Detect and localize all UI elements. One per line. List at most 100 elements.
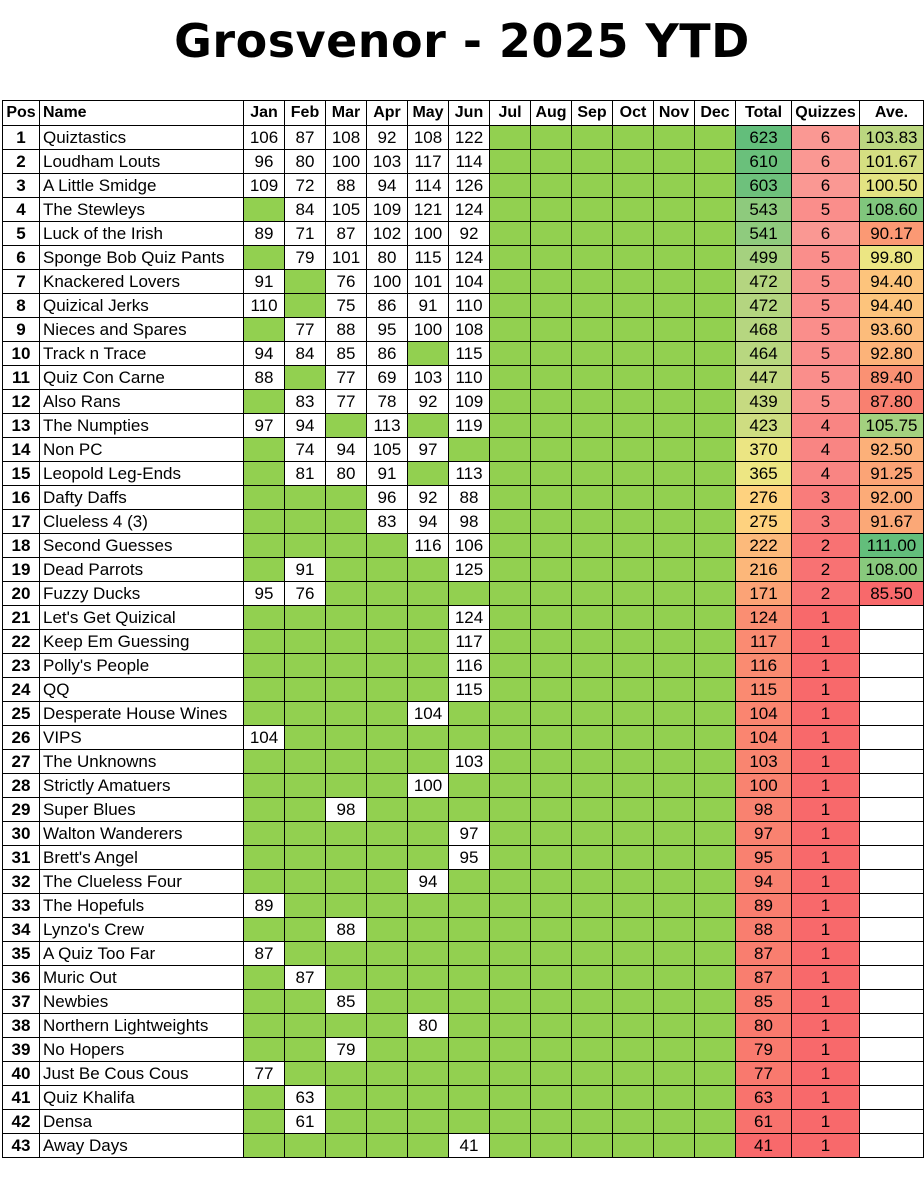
table-row: 6 Sponge Bob Quiz Pants 79 101 80 115 124 499 5 9…	[2, 245, 924, 270]
score-may	[407, 629, 449, 654]
average-cell	[859, 845, 924, 870]
quizzes-cell: 1	[791, 701, 860, 726]
score-nov	[653, 317, 695, 342]
pos-cell: 24	[2, 677, 40, 702]
score-feb: 87	[284, 965, 326, 990]
score-jun	[448, 1013, 490, 1038]
quizzes-cell: 5	[791, 365, 860, 390]
quizzes-cell: 2	[791, 557, 860, 582]
total-cell: 77	[735, 1061, 792, 1086]
total-cell: 79	[735, 1037, 792, 1062]
score-nov	[653, 893, 695, 918]
average-cell	[859, 893, 924, 918]
score-may	[407, 413, 449, 438]
score-jan: 91	[243, 269, 285, 294]
average-cell	[859, 1061, 924, 1086]
score-may: 94	[407, 869, 449, 894]
team-name: Brett's Angel	[39, 845, 244, 870]
score-may: 100	[407, 221, 449, 246]
team-name: Strictly Amatuers	[39, 773, 244, 798]
score-jan	[243, 437, 285, 462]
table-row: 38 Northern Lightweights 80 80 1	[2, 1013, 924, 1038]
score-jan	[243, 821, 285, 846]
score-jan	[243, 245, 285, 270]
pos-cell: 28	[2, 773, 40, 798]
quizzes-cell: 3	[791, 509, 860, 534]
score-nov	[653, 941, 695, 966]
average-cell: 89.40	[859, 365, 924, 390]
score-jan	[243, 701, 285, 726]
score-may: 104	[407, 701, 449, 726]
score-jun	[448, 893, 490, 918]
score-aug	[530, 269, 572, 294]
score-dec	[694, 653, 736, 678]
score-may	[407, 821, 449, 846]
team-name: Away Days	[39, 1133, 244, 1158]
table-row: 7 Knackered Lovers 91 76 100 101 104 472 5 94.40	[2, 269, 924, 294]
total-cell: 275	[735, 509, 792, 534]
score-jan: 97	[243, 413, 285, 438]
score-nov	[653, 701, 695, 726]
score-aug	[530, 893, 572, 918]
score-jan	[243, 557, 285, 582]
team-name: Loudham Louts	[39, 149, 244, 174]
score-jun: 98	[448, 509, 490, 534]
header-apr: Apr	[366, 100, 408, 126]
score-may	[407, 965, 449, 990]
score-jan	[243, 317, 285, 342]
score-nov	[653, 389, 695, 414]
quizzes-cell: 5	[791, 269, 860, 294]
score-nov	[653, 653, 695, 678]
score-jan	[243, 1013, 285, 1038]
quizzes-cell: 1	[791, 797, 860, 822]
score-feb: 72	[284, 173, 326, 198]
league-table: Pos Name Jan Feb Mar Apr May Jun Jul Aug Sep Oct Nov…	[2, 100, 924, 1158]
score-nov	[653, 1037, 695, 1062]
team-name: The Hopefuls	[39, 893, 244, 918]
pos-cell: 8	[2, 293, 40, 318]
table-row: 41 Quiz Khalifa 63 63 1	[2, 1085, 924, 1110]
score-dec	[694, 437, 736, 462]
score-feb: 63	[284, 1085, 326, 1110]
score-may	[407, 917, 449, 942]
team-name: Second Guesses	[39, 533, 244, 558]
score-mar	[325, 941, 367, 966]
table-row: 9 Nieces and Spares 77 88 95 100 108 468 5 93.60	[2, 317, 924, 342]
score-may: 115	[407, 245, 449, 270]
score-jul	[489, 485, 531, 510]
score-oct	[612, 149, 654, 174]
score-feb: 84	[284, 341, 326, 366]
score-nov	[653, 341, 695, 366]
score-dec	[694, 125, 736, 150]
score-dec	[694, 1037, 736, 1062]
total-cell: 499	[735, 245, 792, 270]
table-row: 15 Leopold Leg-Ends 81 80 91 113 365 4 91.25	[2, 461, 924, 486]
header-aug: Aug	[530, 100, 572, 126]
header-feb: Feb	[284, 100, 326, 126]
score-aug	[530, 557, 572, 582]
quizzes-cell: 1	[791, 605, 860, 630]
score-feb	[284, 845, 326, 870]
score-nov	[653, 581, 695, 606]
score-mar	[325, 629, 367, 654]
score-may: 117	[407, 149, 449, 174]
score-jun	[448, 917, 490, 942]
score-feb	[284, 821, 326, 846]
quizzes-cell: 6	[791, 149, 860, 174]
score-apr	[366, 989, 408, 1014]
quizzes-cell: 5	[791, 293, 860, 318]
score-oct	[612, 989, 654, 1014]
pos-cell: 41	[2, 1085, 40, 1110]
table-row: 19 Dead Parrots 91 125 216 2 108.00	[2, 557, 924, 582]
score-oct	[612, 485, 654, 510]
average-cell	[859, 701, 924, 726]
score-feb	[284, 725, 326, 750]
score-jun: 106	[448, 533, 490, 558]
score-sep	[571, 581, 613, 606]
score-aug	[530, 701, 572, 726]
average-cell	[859, 677, 924, 702]
pos-cell: 4	[2, 197, 40, 222]
pos-cell: 5	[2, 221, 40, 246]
score-may	[407, 605, 449, 630]
average-cell: 91.25	[859, 461, 924, 486]
